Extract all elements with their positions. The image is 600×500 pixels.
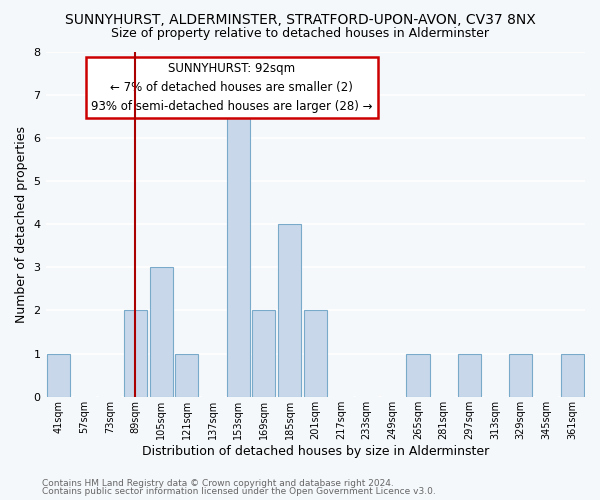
- Bar: [458, 354, 481, 397]
- Bar: [278, 224, 301, 397]
- Text: Size of property relative to detached houses in Alderminster: Size of property relative to detached ho…: [111, 28, 489, 40]
- X-axis label: Distribution of detached houses by size in Alderminster: Distribution of detached houses by size …: [142, 444, 489, 458]
- Bar: [560, 354, 584, 397]
- Text: Contains public sector information licensed under the Open Government Licence v3: Contains public sector information licen…: [42, 487, 436, 496]
- Text: SUNNYHURST, ALDERMINSTER, STRATFORD-UPON-AVON, CV37 8NX: SUNNYHURST, ALDERMINSTER, STRATFORD-UPON…: [65, 12, 535, 26]
- Bar: [124, 310, 147, 397]
- Bar: [304, 310, 327, 397]
- Bar: [509, 354, 532, 397]
- Y-axis label: Number of detached properties: Number of detached properties: [15, 126, 28, 322]
- Bar: [253, 310, 275, 397]
- Bar: [47, 354, 70, 397]
- Bar: [175, 354, 199, 397]
- Text: Contains HM Land Registry data © Crown copyright and database right 2024.: Contains HM Land Registry data © Crown c…: [42, 478, 394, 488]
- Bar: [149, 268, 173, 397]
- Bar: [227, 94, 250, 397]
- Text: SUNNYHURST: 92sqm
← 7% of detached houses are smaller (2)
93% of semi-detached h: SUNNYHURST: 92sqm ← 7% of detached house…: [91, 62, 373, 113]
- Bar: [406, 354, 430, 397]
